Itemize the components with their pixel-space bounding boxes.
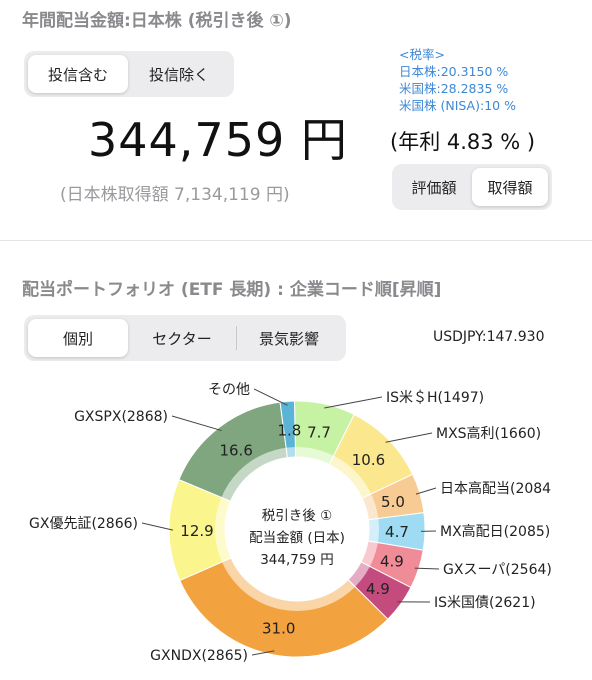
slice-value-label: 4.9 (380, 553, 404, 571)
fund-toggle: 投信含む 投信除く (24, 51, 234, 97)
include-funds-button[interactable]: 投信含む (28, 55, 128, 93)
donut-inner-ring (215, 447, 379, 611)
donut-slice (279, 400, 297, 459)
slice-value-label: 7.7 (307, 423, 331, 441)
donut-center-line2: 配当金額 (日本) (249, 530, 345, 546)
slice-category-label: GXスーパ(2564) (443, 562, 552, 578)
slice-category-label: 日本高配当(2084 (440, 480, 551, 497)
slice-category-label: GX優先証(2866) (29, 516, 138, 532)
slice-value-label: 4.9 (366, 580, 390, 598)
leader-line (253, 388, 288, 406)
leader-line (414, 567, 440, 570)
slice-category-label: IS米国債(2621) (434, 595, 536, 611)
slice-category-label: MXS高利(1660) (436, 425, 541, 442)
dividend-donut-chart: 7.7 10.6 5.0 4.7 4.9 4.9 31.0 12.9 16.6 1.8 IS米＄H… (29, 382, 552, 664)
section-title-annual-dividend: 年間配当金額:日本株 (税引き後 ①) (22, 11, 292, 31)
slice-value-label: 31.0 (262, 619, 295, 637)
leader-line (171, 415, 222, 432)
donut-center-line3: 344,759 円 (260, 552, 334, 568)
tax-rate-box: <税率> 日本株:20.3150 % 米国株:28.2835 % 米国株 (NI… (399, 46, 516, 114)
section-divider (0, 240, 592, 241)
market-value-button[interactable]: 評価額 (411, 178, 457, 197)
tax-rate-us-nisa: 米国株 (NISA):10 % (399, 98, 516, 113)
tab-individual[interactable]: 個別 (28, 319, 128, 357)
portfolio-view-tabs: 個別 セクター 景気影響 (24, 315, 346, 361)
section-title-portfolio: 配当ポートフォリオ (ETF 長期) : 企業コード順[昇順] (22, 280, 442, 300)
acquisition-amount: (日本株取得額 7,134,119 円) (60, 185, 290, 205)
slice-value-label: 12.9 (180, 522, 213, 540)
slice-value-label: 16.6 (219, 442, 252, 460)
slice-category-label: GXSPX(2868) (74, 409, 168, 425)
donut-center-line1: 税引き後 ① (262, 508, 332, 524)
annual-yield: (年利 4.83 % ) (390, 130, 536, 154)
valuation-toggle: 評価額 取得額 (392, 164, 552, 210)
leader-line (385, 432, 433, 443)
slice-category-label: MX高配日(2085) (440, 523, 550, 540)
annual-dividend-amount: 344,759 円 (88, 113, 348, 167)
tax-rate-japan: 日本株:20.3150 % (399, 64, 509, 79)
leader-line (141, 522, 174, 531)
slice-value-label: 4.7 (385, 523, 409, 541)
exclude-funds-button[interactable]: 投信除く (148, 65, 209, 84)
slice-category-label: その他 (208, 382, 250, 398)
usdjpy-rate: USDJPY:147.930 (433, 329, 545, 345)
tax-rate-us: 米国株:28.2835 % (399, 81, 509, 96)
slice-value-label: 5.0 (381, 493, 405, 511)
tab-economic-impact[interactable]: 景気影響 (258, 329, 319, 348)
leader-line (251, 650, 275, 656)
tab-separator (236, 326, 237, 350)
tab-sector[interactable]: セクター (152, 329, 212, 348)
slice-value-label: 1.8 (277, 421, 301, 439)
slice-category-label: GXNDX(2865) (150, 648, 248, 664)
slice-value-label: 10.6 (352, 451, 385, 469)
leader-line (324, 396, 383, 409)
leader-line (415, 487, 437, 495)
slice-category-label: IS米＄H(1497) (386, 390, 484, 406)
cost-basis-button[interactable]: 取得額 (472, 168, 548, 206)
tax-rate-heading: <税率> (399, 47, 445, 62)
